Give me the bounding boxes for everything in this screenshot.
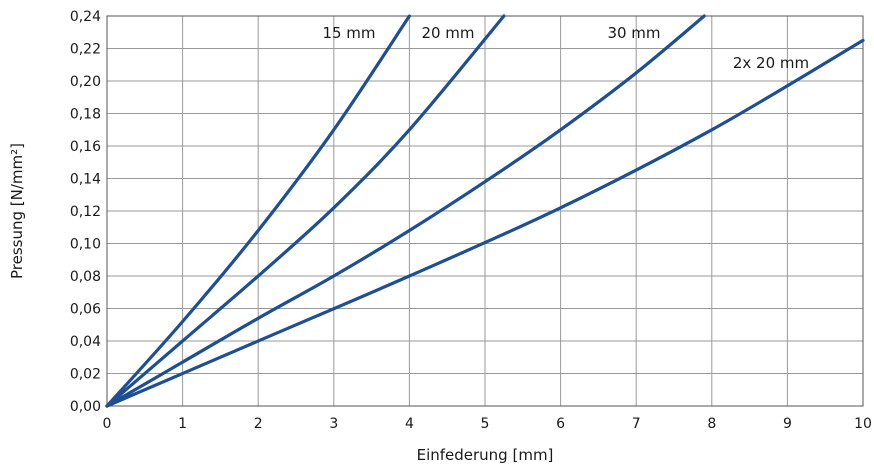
series-label: 30 mm [607, 24, 660, 42]
x-tick-label: 0 [103, 416, 112, 432]
x-tick-label: 6 [556, 416, 565, 432]
y-tick-label: 0,00 [70, 399, 101, 415]
series-labels: 15 mm 20 mm 30 mm 2x 20 mm [322, 24, 809, 72]
x-tick-label: 1 [178, 416, 187, 432]
x-tick-label: 4 [405, 416, 414, 432]
grid [106, 15, 864, 407]
series-line [105, 38, 865, 408]
series-line [105, 14, 411, 408]
series-label: 20 mm [421, 24, 474, 42]
x-tick-label: 7 [632, 416, 641, 432]
y-tick-label: 0,02 [70, 367, 101, 383]
y-tick-label: 0,12 [70, 204, 101, 220]
y-tick-label: 0,06 [70, 302, 101, 318]
x-axis-ticks: 0 1 2 3 4 5 6 7 8 9 10 [103, 416, 872, 432]
x-tick-label: 9 [783, 416, 792, 432]
series-line [105, 14, 506, 408]
y-tick-label: 0,16 [70, 139, 101, 155]
series-label: 2x 20 mm [733, 54, 809, 72]
y-tick-label: 0,14 [70, 172, 101, 188]
y-tick-label: 0,10 [70, 237, 101, 253]
y-axis-label: Pressung [N/mm²] [8, 143, 26, 279]
x-tick-label: 3 [329, 416, 338, 432]
y-tick-label: 0,22 [70, 42, 101, 58]
y-tick-label: 0,04 [70, 334, 101, 350]
y-tick-label: 0,20 [70, 74, 101, 90]
y-tick-label: 0,24 [70, 9, 101, 25]
series-label: 15 mm [322, 24, 375, 42]
x-tick-label: 5 [481, 416, 490, 432]
series-lines [105, 14, 865, 408]
x-tick-label: 10 [854, 416, 872, 432]
x-axis-label: Einfederung [mm] [417, 446, 554, 464]
y-tick-label: 0,18 [70, 107, 101, 123]
x-tick-label: 8 [707, 416, 716, 432]
series-line [105, 14, 706, 408]
y-tick-label: 0,08 [70, 269, 101, 285]
plot-frame [106, 15, 864, 407]
x-tick-label: 2 [254, 416, 263, 432]
y-axis-ticks: 0,00 0,02 0,04 0,06 0,08 0,10 0,12 0,14 0,16 0,18… [70, 9, 101, 415]
